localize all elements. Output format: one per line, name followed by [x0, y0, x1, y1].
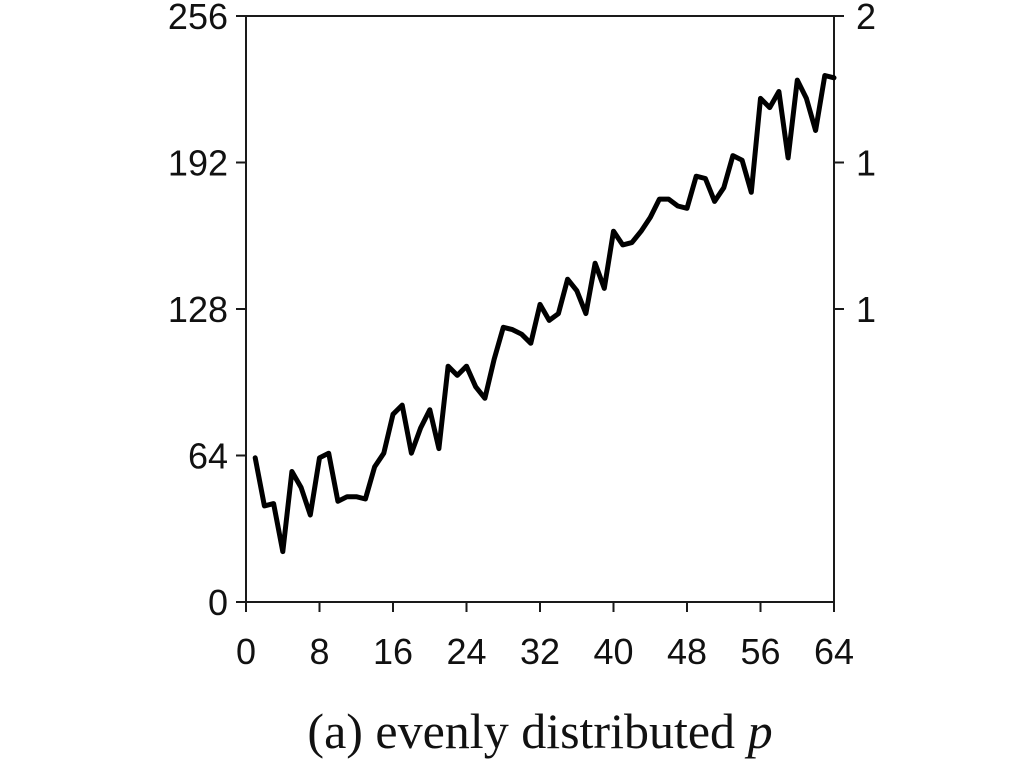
x-tick-label: 40 [593, 631, 633, 672]
y-axis: 0 64 128 192 256 [168, 0, 246, 623]
y-tick-label: 256 [168, 0, 228, 37]
x-axis: 0 8 16 24 32 40 48 56 64 [236, 602, 854, 672]
y-tick-label: 64 [188, 436, 228, 477]
right-axis: 2 1 1 [834, 0, 876, 330]
x-tick-label: 32 [520, 631, 560, 672]
x-tick-label: 0 [236, 631, 256, 672]
x-tick-label: 8 [309, 631, 329, 672]
x-tick-label: 64 [814, 631, 854, 672]
y-tick-label: 192 [168, 143, 228, 184]
right-tick-label: 1 [856, 143, 876, 184]
y-tick-label: 128 [168, 289, 228, 330]
x-tick-label: 56 [740, 631, 780, 672]
caption-variable: p [745, 703, 773, 759]
right-tick-label: 1 [856, 289, 876, 330]
y-tick-label: 0 [208, 582, 228, 623]
x-tick-label: 24 [446, 631, 486, 672]
series-line [252, 73, 837, 555]
x-tick-label: 16 [373, 631, 413, 672]
caption-prefix: (a) evenly distributed [307, 703, 747, 759]
x-tick-label: 48 [667, 631, 707, 672]
chart-caption: (a) evenly distributed p [307, 703, 772, 759]
right-tick-label: 2 [856, 0, 876, 37]
